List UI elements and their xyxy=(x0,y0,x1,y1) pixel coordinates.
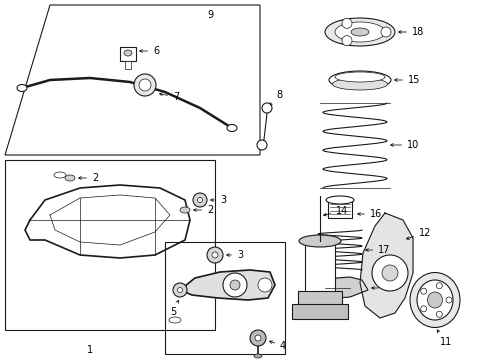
Circle shape xyxy=(382,265,398,281)
Text: 15: 15 xyxy=(394,75,420,85)
Ellipse shape xyxy=(333,78,388,90)
Ellipse shape xyxy=(410,273,460,328)
Ellipse shape xyxy=(139,79,151,91)
Ellipse shape xyxy=(326,196,354,204)
Text: 1: 1 xyxy=(87,345,93,355)
Text: 2: 2 xyxy=(78,173,98,183)
Ellipse shape xyxy=(335,72,385,82)
Ellipse shape xyxy=(169,317,181,323)
Ellipse shape xyxy=(417,280,453,320)
Bar xyxy=(165,242,285,354)
Circle shape xyxy=(212,252,218,258)
Text: 13: 13 xyxy=(371,283,396,293)
Text: 2: 2 xyxy=(194,205,213,215)
Ellipse shape xyxy=(329,71,391,89)
Bar xyxy=(5,160,215,330)
Circle shape xyxy=(257,140,267,150)
Circle shape xyxy=(207,247,223,263)
Ellipse shape xyxy=(325,18,395,46)
Text: 4: 4 xyxy=(270,341,286,351)
Text: 16: 16 xyxy=(358,209,382,219)
Bar xyxy=(120,47,136,61)
Circle shape xyxy=(421,306,427,312)
Bar xyxy=(305,241,335,296)
Text: 3: 3 xyxy=(227,250,243,260)
Ellipse shape xyxy=(65,175,75,181)
Ellipse shape xyxy=(299,235,341,247)
Ellipse shape xyxy=(351,28,369,36)
Text: 17: 17 xyxy=(366,245,391,255)
Circle shape xyxy=(193,193,207,207)
Circle shape xyxy=(230,280,240,290)
Circle shape xyxy=(446,297,452,303)
Polygon shape xyxy=(360,213,413,318)
Bar xyxy=(328,200,352,218)
Bar xyxy=(298,291,342,311)
Text: 12: 12 xyxy=(407,228,431,239)
Ellipse shape xyxy=(427,292,442,308)
Circle shape xyxy=(250,330,266,346)
Ellipse shape xyxy=(180,207,190,213)
Circle shape xyxy=(177,288,182,292)
Ellipse shape xyxy=(134,74,156,96)
Text: 14: 14 xyxy=(323,206,348,216)
Text: 3: 3 xyxy=(211,195,226,205)
Text: 9: 9 xyxy=(207,10,213,20)
Circle shape xyxy=(342,36,352,46)
Text: 5: 5 xyxy=(170,300,178,317)
Circle shape xyxy=(197,198,202,202)
Text: 8: 8 xyxy=(270,90,282,105)
Circle shape xyxy=(421,288,427,294)
Bar xyxy=(125,61,131,69)
Circle shape xyxy=(436,311,442,317)
Text: 11: 11 xyxy=(437,330,452,347)
Ellipse shape xyxy=(227,125,237,131)
Text: 10: 10 xyxy=(391,140,419,150)
Circle shape xyxy=(173,283,187,297)
Ellipse shape xyxy=(17,85,27,91)
Circle shape xyxy=(342,18,352,28)
Polygon shape xyxy=(180,270,275,300)
Text: 18: 18 xyxy=(399,27,424,37)
Ellipse shape xyxy=(254,354,262,358)
Polygon shape xyxy=(312,277,368,299)
Circle shape xyxy=(255,335,261,341)
Bar xyxy=(292,304,348,319)
Ellipse shape xyxy=(124,50,132,56)
Text: 7: 7 xyxy=(160,92,179,102)
Circle shape xyxy=(372,255,408,291)
Circle shape xyxy=(258,278,272,292)
Circle shape xyxy=(381,27,391,37)
Circle shape xyxy=(436,283,442,289)
Circle shape xyxy=(223,273,247,297)
Ellipse shape xyxy=(54,172,66,178)
Circle shape xyxy=(262,103,272,113)
Ellipse shape xyxy=(335,22,385,42)
Text: 6: 6 xyxy=(140,46,159,56)
